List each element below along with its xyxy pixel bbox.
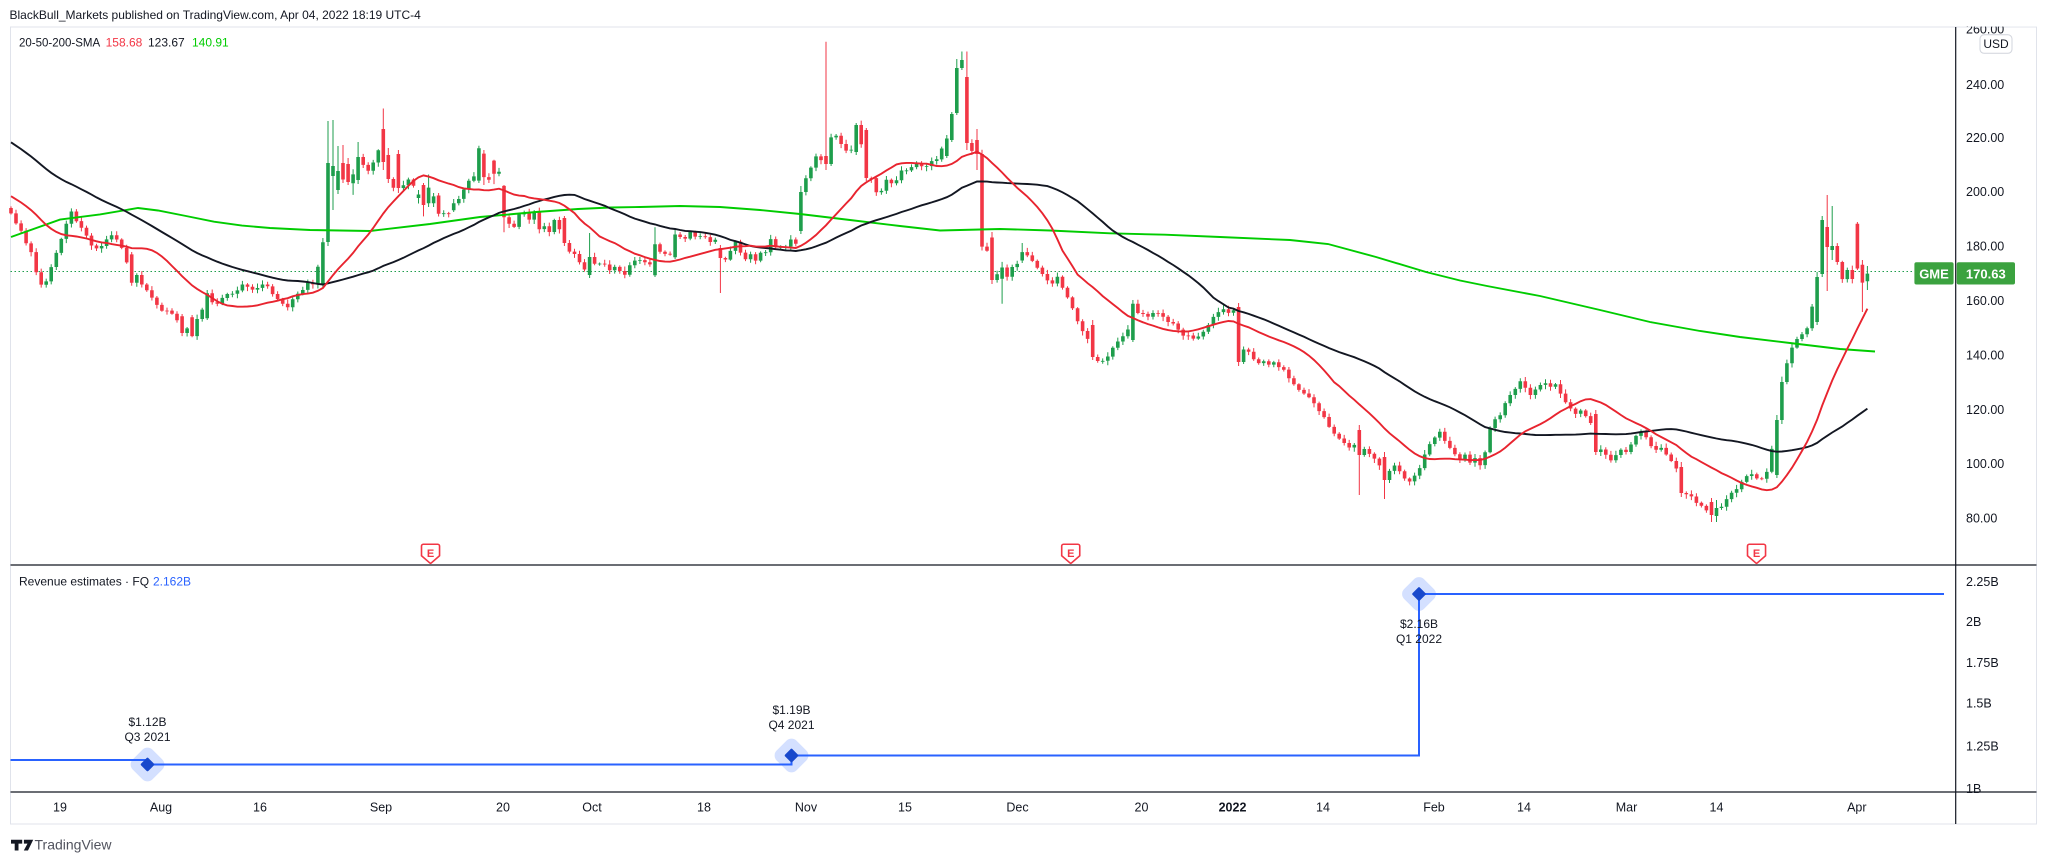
svg-text:USD: USD (1983, 37, 2009, 51)
svg-text:Q4 2021: Q4 2021 (768, 718, 814, 732)
svg-text:140.00: 140.00 (1966, 349, 2004, 363)
svg-text:160.00: 160.00 (1966, 294, 2004, 308)
svg-text:100.00: 100.00 (1966, 457, 2004, 471)
svg-text:220.00: 220.00 (1966, 131, 2004, 145)
svg-text:20: 20 (496, 801, 510, 815)
svg-text:TradingView: TradingView (35, 837, 113, 853)
svg-text:158.68: 158.68 (106, 36, 143, 50)
svg-text:Nov: Nov (795, 801, 818, 815)
svg-text:2B: 2B (1966, 615, 1981, 629)
svg-text:1.25B: 1.25B (1966, 739, 1999, 753)
svg-text:Revenue estimates · FQ: Revenue estimates · FQ (19, 575, 149, 589)
svg-text:14: 14 (1517, 801, 1531, 815)
svg-text:18: 18 (697, 801, 711, 815)
svg-text:200.00: 200.00 (1966, 185, 2004, 199)
svg-text:123.67: 123.67 (148, 36, 185, 50)
svg-text:1.75B: 1.75B (1966, 656, 1999, 670)
svg-text:$2.16B: $2.16B (1400, 617, 1438, 631)
svg-text:140.91: 140.91 (192, 36, 229, 50)
svg-text:20: 20 (1135, 801, 1149, 815)
svg-text:Q3 2021: Q3 2021 (124, 730, 170, 744)
svg-text:Apr: Apr (1847, 801, 1866, 815)
svg-text:Mar: Mar (1616, 801, 1638, 815)
svg-text:2.162B: 2.162B (153, 575, 191, 589)
svg-text:E: E (1753, 548, 1760, 560)
svg-text:2022: 2022 (1219, 801, 1247, 815)
svg-text:240.00: 240.00 (1966, 78, 2004, 92)
svg-text:120.00: 120.00 (1966, 403, 2004, 417)
svg-text:Feb: Feb (1423, 801, 1445, 815)
svg-text:1B: 1B (1966, 782, 1981, 796)
svg-text:E: E (427, 548, 434, 560)
svg-text:$1.19B: $1.19B (772, 703, 810, 717)
svg-text:16: 16 (253, 801, 267, 815)
svg-text:20-50-200-SMA: 20-50-200-SMA (19, 38, 101, 50)
svg-text:Sep: Sep (370, 801, 392, 815)
svg-text:Dec: Dec (1006, 801, 1028, 815)
svg-text:14: 14 (1710, 801, 1724, 815)
svg-text:GME: GME (1919, 266, 1949, 281)
svg-text:180.00: 180.00 (1966, 240, 2004, 254)
svg-text:80.00: 80.00 (1966, 512, 1997, 526)
svg-text:15: 15 (898, 801, 912, 815)
svg-text:1.5B: 1.5B (1966, 697, 1992, 711)
svg-text:2.25B: 2.25B (1966, 575, 1999, 589)
svg-text:14: 14 (1316, 801, 1330, 815)
svg-text:Q1 2022: Q1 2022 (1396, 632, 1442, 646)
svg-text:Oct: Oct (582, 801, 602, 815)
svg-text:170.63: 170.63 (1966, 266, 2006, 281)
svg-text:Aug: Aug (150, 801, 172, 815)
svg-text:E: E (1067, 548, 1074, 560)
svg-text:$1.12B: $1.12B (128, 715, 166, 729)
svg-text:BlackBull_Markets published on: BlackBull_Markets published on TradingVi… (10, 8, 422, 22)
svg-text:19: 19 (53, 801, 67, 815)
